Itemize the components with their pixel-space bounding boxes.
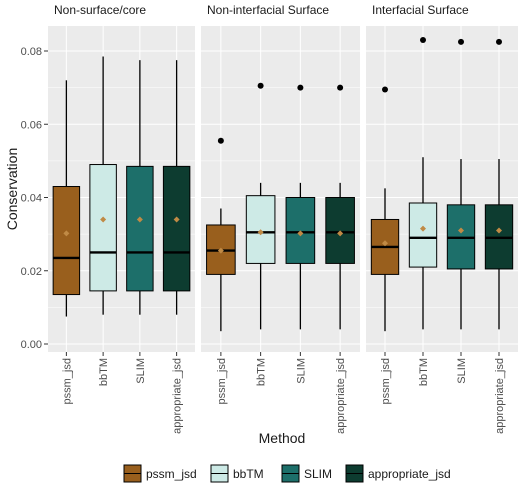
box-appropriate_jsd xyxy=(325,84,355,330)
facet-panel: Non-interfacial Surface xyxy=(201,3,360,352)
mean-marker xyxy=(297,230,304,237)
mean-marker xyxy=(100,216,107,223)
x-tick-label: appropriate_jsd xyxy=(494,358,506,434)
box-pssm_jsd xyxy=(370,86,400,332)
facet-title: Interfacial Surface xyxy=(372,3,469,17)
box-bbTM xyxy=(89,56,117,315)
mean-marker xyxy=(337,230,344,237)
legend-label: appropriate_jsd xyxy=(368,467,451,481)
panel-background xyxy=(201,26,360,352)
x-tick-label: pssm_jsd xyxy=(61,358,73,404)
legend-item: pssm_jsd xyxy=(123,464,197,483)
legend-item: SLIM xyxy=(281,464,332,483)
box-body xyxy=(162,165,191,292)
facet-panel: Interfacial Surface xyxy=(366,3,518,352)
box-appropriate_jsd xyxy=(162,60,191,315)
outlier-point xyxy=(496,38,502,45)
outlier-point xyxy=(337,84,344,91)
x-tick-label: SLIM xyxy=(295,358,307,384)
mean-marker xyxy=(420,225,426,232)
x-tick-label: pssm_jsd xyxy=(380,358,392,404)
panel-background xyxy=(366,26,518,352)
box-body xyxy=(52,186,81,296)
legend-label: pssm_jsd xyxy=(146,467,197,481)
mean-marker xyxy=(173,216,180,223)
facet-title: Non-interfacial Surface xyxy=(207,3,329,17)
y-tick-label: 0.06 xyxy=(21,119,42,131)
box-pssm_jsd xyxy=(52,80,81,317)
facet-title: Non-surface/core xyxy=(54,3,146,17)
mean-marker xyxy=(136,216,143,223)
outlier-point xyxy=(458,38,464,45)
legend-item: bbTM xyxy=(210,464,264,483)
mean-marker xyxy=(458,227,464,234)
box-SLIM xyxy=(285,84,316,330)
x-tick-label: bbTM xyxy=(98,358,110,386)
mean-marker xyxy=(63,230,70,237)
y-tick-label: 0.08 xyxy=(21,46,42,58)
box-bbTM xyxy=(408,37,438,330)
y-tick-label: 0.02 xyxy=(21,266,42,278)
box-SLIM xyxy=(126,60,154,315)
y-tick-label: 0.00 xyxy=(21,339,42,351)
outlier-point xyxy=(297,84,304,91)
box-appropriate_jsd xyxy=(484,38,514,330)
box-pssm_jsd xyxy=(206,137,236,332)
y-tick-label: 0.04 xyxy=(21,193,42,205)
x-tick-label: appropriate_jsd xyxy=(335,358,347,434)
legend-label: bbTM xyxy=(233,467,264,481)
outlier-point xyxy=(382,86,388,93)
x-tick-label: bbTM xyxy=(256,358,268,386)
x-tick-label: SLIM xyxy=(456,358,468,384)
x-tick-label: appropriate_jsd xyxy=(172,358,184,434)
mean-marker xyxy=(496,227,502,234)
outlier-point xyxy=(257,82,264,89)
box-SLIM xyxy=(446,38,476,330)
mean-marker xyxy=(217,247,224,254)
outlier-point xyxy=(420,37,426,44)
mean-marker xyxy=(257,229,264,236)
x-tick-label: pssm_jsd xyxy=(216,358,228,404)
legend-label: SLIM xyxy=(304,467,332,481)
outlier-point xyxy=(217,137,224,144)
box-body xyxy=(126,165,154,292)
mean-marker xyxy=(382,240,388,247)
x-tick-label: SLIM xyxy=(135,358,147,384)
legend-item: appropriate_jsd xyxy=(345,464,451,483)
box-body xyxy=(408,202,438,268)
x-axis-title: Method xyxy=(259,430,306,446)
x-tick-label: bbTM xyxy=(418,358,430,386)
y-axis-title: Conservation xyxy=(4,148,20,231)
box-body xyxy=(89,164,117,292)
box-bbTM xyxy=(245,82,276,330)
facet-panel: Non-surface/core xyxy=(48,3,195,352)
